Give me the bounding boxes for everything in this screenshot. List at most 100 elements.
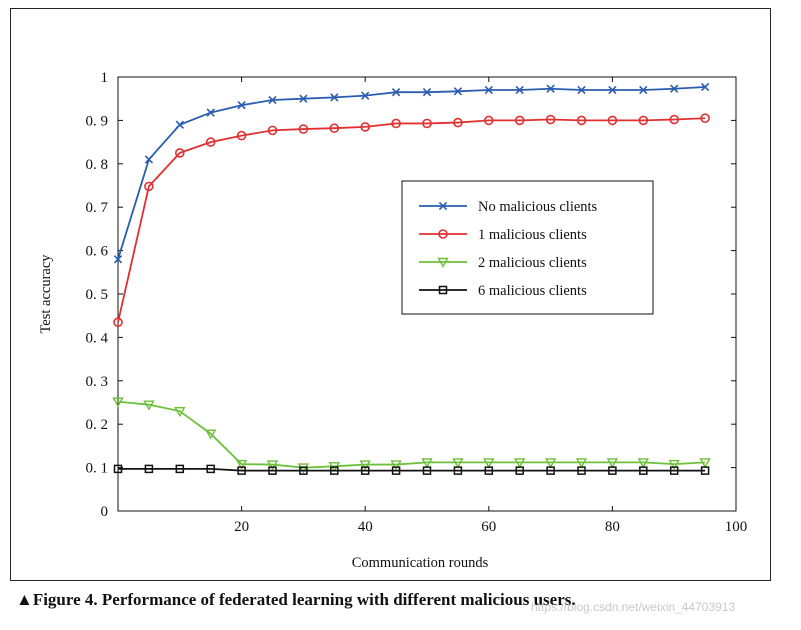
data-point-series-2 (205, 429, 217, 440)
data-point-series-0 (546, 84, 555, 93)
data-point-series-3 (669, 466, 679, 475)
x-tick-label: 100 (725, 519, 748, 535)
data-point-series-3 (577, 466, 586, 475)
data-point-series-1 (391, 118, 401, 129)
data-point-series-2 (235, 459, 248, 471)
data-point-series-3 (330, 466, 339, 475)
data-point-series-3 (299, 466, 308, 475)
data-point-series-2 (266, 460, 279, 471)
data-point-series-0 (113, 255, 123, 264)
y-tick-label: 0. 5 (86, 287, 109, 303)
data-point-series-2 (606, 458, 619, 469)
data-point-series-0 (608, 85, 617, 95)
series-line-2 (117, 400, 706, 469)
x-tick-label: 80 (605, 519, 620, 535)
legend-marker-3 (438, 285, 448, 295)
data-point-series-1 (669, 114, 680, 125)
legend-label-3: 6 malicious clients (478, 283, 587, 299)
data-point-series-2 (637, 458, 649, 469)
y-tick-label: 0. 1 (86, 461, 109, 477)
y-tick-label: 0. 7 (86, 200, 109, 216)
data-point-series-3 (453, 466, 463, 475)
data-point-series-1 (267, 125, 278, 136)
legend-marker-2 (437, 257, 449, 268)
x-axis-label: Communication rounds (352, 555, 489, 571)
data-point-series-1 (483, 115, 494, 126)
data-point-series-3 (175, 464, 185, 474)
data-point-series-0 (175, 120, 184, 129)
series-line-1 (117, 117, 706, 323)
data-point-series-1 (453, 117, 463, 128)
data-point-series-1 (205, 137, 216, 147)
y-tick-label: 0. 3 (86, 374, 109, 390)
data-point-series-0 (484, 85, 493, 95)
data-point-series-1 (144, 181, 154, 192)
data-point-series-1 (360, 122, 371, 132)
x-tick-label: 40 (358, 519, 373, 535)
data-point-series-1 (236, 130, 247, 141)
data-point-series-0 (144, 155, 154, 164)
data-point-series-1 (607, 115, 618, 126)
data-point-series-3 (422, 466, 432, 475)
data-point-series-1 (514, 115, 525, 126)
y-tick-label: 1 (101, 70, 109, 86)
legend-marker-1 (438, 229, 448, 239)
data-point-series-0 (268, 95, 277, 105)
data-point-series-0 (206, 108, 215, 117)
data-point-series-0 (299, 94, 308, 103)
data-point-series-1 (113, 317, 123, 328)
data-point-series-3 (639, 466, 648, 475)
data-point-series-3 (608, 466, 617, 475)
data-point-series-2 (390, 460, 402, 471)
data-point-series-0 (670, 84, 679, 93)
data-point-series-3 (206, 464, 215, 474)
data-point-series-0 (237, 101, 246, 110)
figure-caption: ▲Figure 4. Performance of federated lear… (16, 590, 576, 609)
data-point-series-0 (453, 87, 463, 96)
data-point-series-2 (514, 458, 526, 469)
data-point-series-2 (452, 458, 464, 469)
y-tick-label: 0. 8 (86, 157, 109, 173)
y-tick-label: 0. 6 (86, 244, 109, 260)
data-point-series-1 (329, 123, 340, 134)
data-point-series-1 (545, 114, 556, 125)
legend-label-2: 2 malicious clients (478, 255, 587, 271)
data-point-series-1 (700, 113, 710, 124)
legend-marker-0 (438, 201, 448, 211)
data-point-series-0 (515, 85, 524, 95)
data-point-series-0 (700, 82, 710, 92)
watermark: https://blog.csdn.net/weixin_44703913 (531, 600, 736, 614)
data-point-series-1 (576, 115, 587, 126)
data-point-series-2 (575, 458, 588, 469)
data-point-series-1 (638, 115, 649, 126)
data-point-series-2 (421, 458, 433, 469)
data-point-series-3 (237, 466, 246, 475)
data-point-series-0 (422, 88, 432, 97)
y-tick-label: 0 (101, 504, 109, 520)
data-point-series-2 (483, 458, 495, 469)
data-point-series-1 (422, 118, 432, 129)
y-axis-label: Test accuracy (38, 254, 54, 334)
data-point-series-2 (544, 458, 557, 469)
data-point-series-2 (297, 463, 310, 474)
data-point-series-0 (330, 93, 339, 102)
x-tick-label: 60 (481, 519, 496, 535)
data-point-series-0 (391, 88, 401, 97)
data-point-series-1 (175, 148, 185, 158)
legend-label-0: No malicious clients (478, 199, 598, 215)
legend-label-1: 1 malicious clients (478, 227, 587, 243)
data-point-series-3 (484, 466, 494, 475)
x-tick-label: 20 (234, 519, 249, 535)
data-point-series-3 (113, 464, 123, 474)
data-point-series-3 (700, 466, 710, 475)
data-point-series-2 (359, 460, 371, 471)
data-point-series-2 (174, 406, 186, 418)
data-point-series-3 (268, 466, 277, 475)
data-point-series-3 (515, 466, 524, 475)
y-tick-label: 0. 2 (86, 417, 109, 433)
data-point-series-2 (699, 458, 711, 469)
data-point-series-3 (546, 466, 555, 475)
series-line-3 (118, 468, 706, 472)
data-point-series-2 (143, 400, 155, 411)
